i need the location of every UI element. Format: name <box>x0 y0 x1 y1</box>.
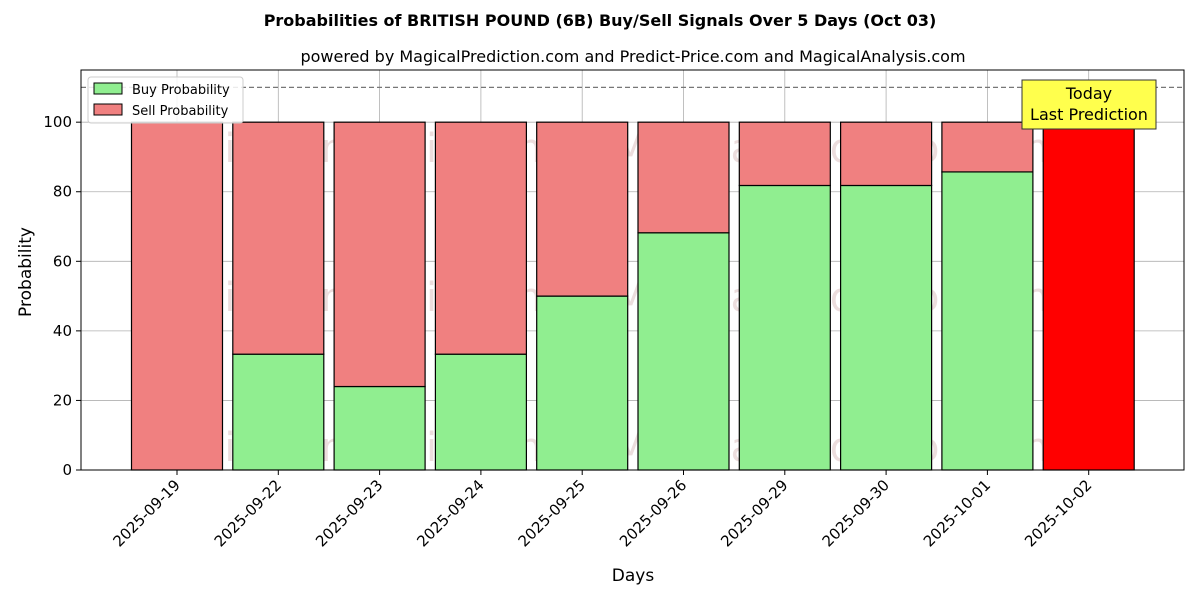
y-tick-label: 100 <box>43 113 72 131</box>
y-tick-label: 20 <box>53 391 72 409</box>
annotation-today: Today Last Prediction <box>1021 79 1157 130</box>
bar-buy-2025-09-29 <box>738 184 831 471</box>
x-tick-label: 2025-09-29 <box>717 476 791 550</box>
x-tick-label: 2025-09-24 <box>413 476 487 550</box>
x-tick-label: 2025-09-26 <box>616 476 690 550</box>
y-tick-label: 40 <box>53 322 72 340</box>
chart-subtitle: powered by MagicalPrediction.com and Pre… <box>300 47 965 66</box>
x-tick-label: 2025-09-22 <box>211 476 285 550</box>
x-tick-label: 2025-09-19 <box>109 476 183 550</box>
annotation-line-2: Last Prediction <box>1030 105 1148 124</box>
bar-buy-2025-09-23 <box>333 385 426 471</box>
annotation-line-1: Today <box>1065 84 1112 103</box>
bar-buy-2025-09-22 <box>232 353 325 471</box>
y-tick-label: 0 <box>62 461 72 479</box>
x-axis-label: Days <box>612 566 655 586</box>
legend-label-buy: Buy Probability <box>132 83 230 98</box>
bar-buy-2025-10-01 <box>941 171 1034 471</box>
x-tick-label: 2025-09-25 <box>515 476 589 550</box>
legend: Buy Probability Sell Probability <box>87 76 244 124</box>
legend-box <box>87 76 244 124</box>
bar-buy-2025-09-24 <box>434 353 527 471</box>
bar-buy-2025-09-25 <box>536 295 629 471</box>
legend-swatch-sell <box>93 103 123 116</box>
axes <box>80 69 1185 471</box>
x-tick-label: 2025-10-02 <box>1021 476 1095 550</box>
y-tick-label: 80 <box>53 183 72 201</box>
y-tick-label: 60 <box>53 252 72 270</box>
bars <box>130 121 1135 471</box>
legend-swatch-buy <box>93 82 123 95</box>
bar-sell-2025-09-25 <box>536 121 629 297</box>
plot-frame <box>80 69 1185 471</box>
annotation-box <box>1021 79 1157 130</box>
x-tick-label: 2025-09-23 <box>312 476 386 550</box>
x-tick-label: 2025-10-01 <box>920 476 994 550</box>
bar-sell-2025-09-23 <box>333 121 426 388</box>
x-tick-label: 2025-09-30 <box>819 476 893 550</box>
bar-sell-2025-09-26 <box>637 121 730 234</box>
bar-sell-2025-10-02 <box>1042 121 1135 471</box>
bar-sell-2025-09-22 <box>232 121 325 355</box>
bar-buy-2025-09-30 <box>839 184 933 471</box>
bar-buy-2025-09-26 <box>637 232 730 471</box>
bar-sell-2025-09-24 <box>434 121 527 355</box>
legend-label-sell: Sell Probability <box>132 104 229 119</box>
chart-title: Probabilities of BRITISH POUND (6B) Buy/… <box>264 11 937 30</box>
bar-sell-2025-10-01 <box>941 121 1034 173</box>
y-axis-label: Probability <box>16 227 36 317</box>
bar-sell-2025-09-19 <box>130 121 224 471</box>
bar-sell-2025-09-30 <box>839 121 933 187</box>
bar-sell-2025-09-29 <box>738 121 831 187</box>
